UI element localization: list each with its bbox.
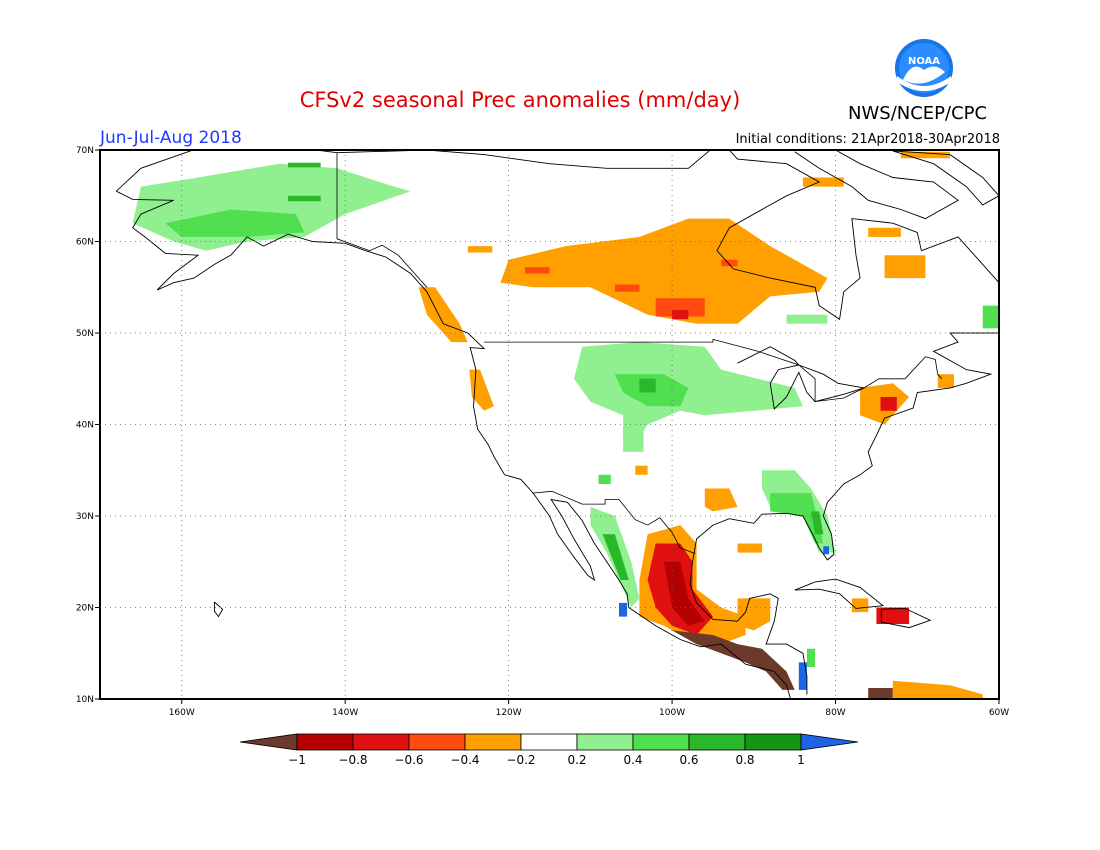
anomaly-central-alaska-green xyxy=(288,195,321,202)
colorbar-segment xyxy=(632,733,690,751)
anomaly-alaska-wet-core xyxy=(165,209,305,237)
initial-conditions-label: Initial conditions: 21Apr2018-30Apr2018 xyxy=(735,132,1000,147)
anomaly-labrador-dry xyxy=(884,255,926,279)
border-alaska-yukon xyxy=(336,152,428,288)
anomaly-bahamas-dry xyxy=(737,543,762,553)
anomaly-mexico-west-core xyxy=(602,534,629,580)
colorbar-segment xyxy=(744,733,802,751)
coastline-greenland xyxy=(892,150,999,206)
agency-label: NWS/NCEP/CPC xyxy=(848,103,988,124)
colorbar-segment xyxy=(520,733,578,751)
tick-label-lon: 60W xyxy=(989,708,1009,718)
border-us-canada xyxy=(484,338,943,403)
tick-label-lon: 140W xyxy=(332,708,358,718)
anomaly-northeast-dry-core xyxy=(880,397,897,411)
anomaly-maine-dry xyxy=(937,374,954,388)
coastline-cuba xyxy=(794,578,885,609)
tick-label-lat: 70N xyxy=(76,146,94,156)
colorbar-label: −0.6 xyxy=(394,753,423,767)
anomaly-central-america-brown xyxy=(672,630,795,690)
tick-label-lon: 80W xyxy=(825,708,845,718)
colorbar-segment xyxy=(688,733,746,751)
colorbar-segment xyxy=(464,733,522,751)
anomaly-venezuela-dry xyxy=(892,680,983,699)
anomaly-florida-blue xyxy=(823,546,829,555)
colorbar-label: −1 xyxy=(288,753,306,767)
anomaly-nm-dry xyxy=(635,465,648,475)
map-title: CFSv2 seasonal Prec anomalies (mm/day) xyxy=(299,88,741,112)
noaa-logo: NOAA xyxy=(895,39,953,97)
anomaly-plains-wet xyxy=(574,342,803,439)
colorbar-label: 0.6 xyxy=(679,753,698,767)
anomaly-canada-dry-core-3 xyxy=(614,284,640,292)
tick-label-lat: 40N xyxy=(76,421,94,431)
tick-label-lon: 100W xyxy=(659,708,685,718)
coastline-north-america-coast xyxy=(115,150,999,695)
anomaly-florida-wet-peak xyxy=(811,511,824,535)
tick-label-lat: 50N xyxy=(76,329,94,339)
anomaly-caribbean-dry xyxy=(876,607,910,624)
logo-text: NOAA xyxy=(908,56,940,67)
anomaly-canada-dry-core-4 xyxy=(672,310,689,320)
anomaly-mexico-east-dry-peak xyxy=(663,561,705,626)
anomaly-southeast-wet-core xyxy=(770,493,824,544)
anomaly-plains-wet-peak xyxy=(639,378,656,393)
tick-label-lon: 160W xyxy=(169,708,195,718)
tick-label-lon: 120W xyxy=(496,708,522,718)
anomaly-greenland-dry xyxy=(868,227,901,237)
anomaly-north-alaska-green xyxy=(288,162,321,168)
anomaly-canada-dry-core-1 xyxy=(525,267,550,274)
colorbar-label: 0.8 xyxy=(735,753,754,767)
colorbar-label: −0.8 xyxy=(338,753,367,767)
anomaly-venezuela-brown xyxy=(868,688,893,699)
anomaly-arizona-wet xyxy=(598,474,611,484)
anomaly-texas-dry xyxy=(704,488,738,512)
anomaly-yukon-dry xyxy=(467,246,493,253)
coastline-hawaii xyxy=(213,601,224,618)
colorbar-label: −0.4 xyxy=(450,753,479,767)
colorbar-label: −0.2 xyxy=(506,753,535,767)
tick-label-lat: 30N xyxy=(76,512,94,522)
coastline-great-lakes xyxy=(737,346,865,410)
colorbar-segment xyxy=(352,733,410,751)
border-us-mexico xyxy=(532,490,696,554)
anomaly-caribbean-dry-2 xyxy=(851,598,869,613)
colorbar-segment xyxy=(296,733,354,751)
anomaly-panama-green xyxy=(806,648,816,667)
colorbar-label: 1 xyxy=(797,753,805,767)
anomaly-yucatan-dry xyxy=(737,598,771,631)
anomaly-colorado-wet xyxy=(623,424,644,452)
anomaly-quebec-wet xyxy=(786,314,828,324)
colorbar-label: 0.4 xyxy=(623,753,642,767)
axis-ticks: 160W 140W 120W 100W 80W 60W 10N 20N 30N 40N 50N 60N… xyxy=(76,146,1009,718)
colorbar-segment xyxy=(239,733,298,751)
coastline-pacific-coast xyxy=(116,190,792,699)
season-label: Jun-Jul-Aug 2018 xyxy=(100,128,242,148)
anomaly-panama-blue xyxy=(798,662,807,690)
colorbar-label: 0.2 xyxy=(567,753,586,767)
anomaly-nova-scotia-wet xyxy=(982,305,999,329)
colorbar-segment xyxy=(576,733,634,751)
tick-label-lat: 60N xyxy=(76,238,94,248)
color-legend: −1 −0.8 −0.6 −0.4 −0.2 0.2 0.4 0.6 0.8 1 xyxy=(239,733,859,767)
tick-label-lat: 10N xyxy=(76,695,94,705)
anomaly-canada-dry xyxy=(500,218,828,324)
colorbar-segment xyxy=(408,733,466,751)
tick-label-lat: 20N xyxy=(76,604,94,614)
colorbar-segment xyxy=(800,733,859,751)
coastline-hispaniola xyxy=(880,607,932,629)
anomaly-canada-dry-core-2 xyxy=(655,298,705,317)
anomaly-mexico-west-blue xyxy=(619,602,628,617)
anomaly-hudson-dry-core xyxy=(721,259,738,267)
map-background xyxy=(100,150,999,699)
coastline-baffin-island xyxy=(794,150,959,220)
coastline-layer xyxy=(115,150,999,699)
